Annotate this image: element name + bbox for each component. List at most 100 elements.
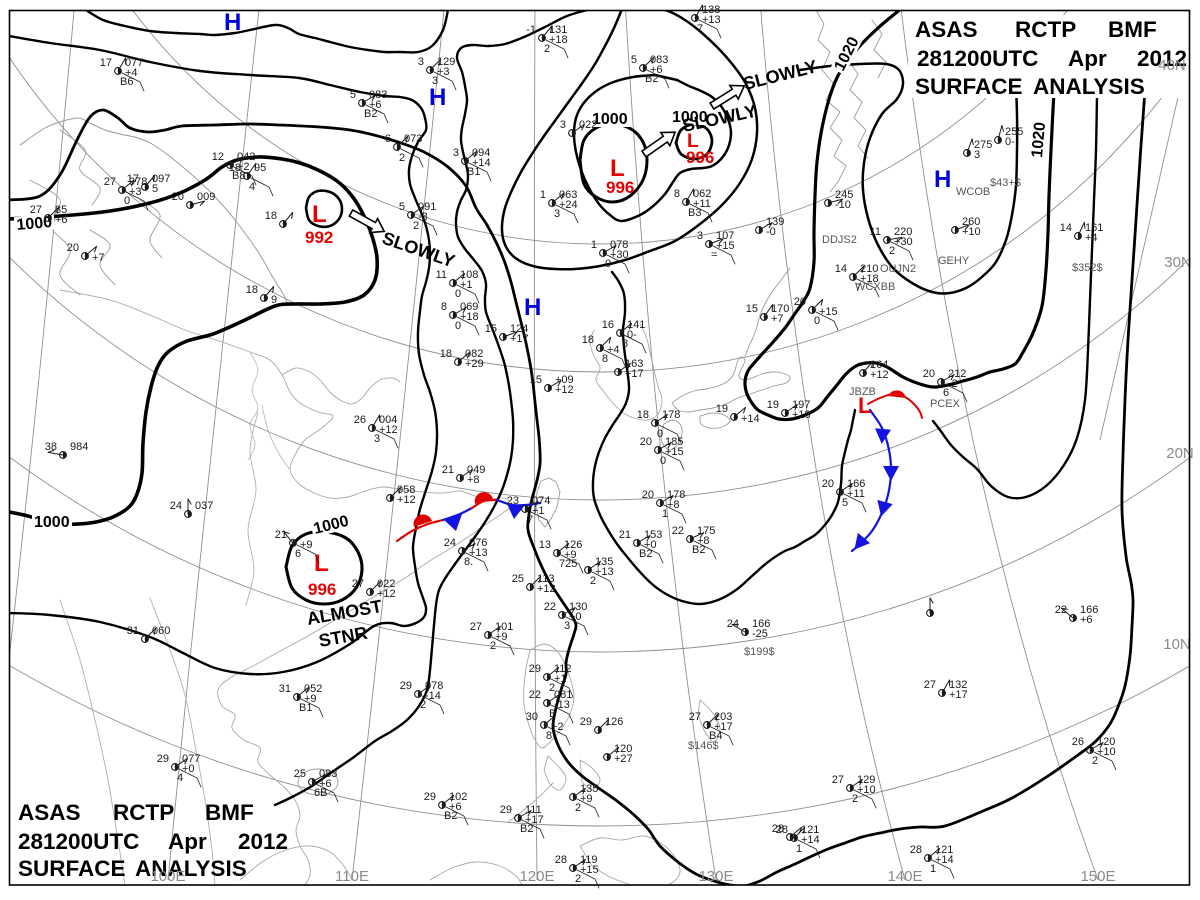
svg-text:14: 14 bbox=[835, 263, 847, 275]
svg-text:B2: B2 bbox=[444, 810, 457, 822]
svg-text:+17: +17 bbox=[625, 368, 644, 380]
svg-text:+30: +30 bbox=[894, 236, 913, 248]
svg-text:85: 85 bbox=[55, 204, 67, 216]
svg-text:ASAS: ASAS bbox=[915, 17, 978, 42]
svg-text:281200UTC: 281200UTC bbox=[18, 829, 139, 854]
svg-text:+13: +13 bbox=[595, 566, 614, 578]
svg-text:129: 129 bbox=[437, 56, 455, 68]
svg-text:ASAS: ASAS bbox=[18, 800, 81, 825]
svg-text:28: 28 bbox=[910, 844, 922, 856]
svg-text:17: 17 bbox=[100, 57, 112, 69]
svg-text:24: 24 bbox=[170, 500, 182, 512]
svg-text:+18: +18 bbox=[549, 34, 568, 46]
svg-text:081: 081 bbox=[554, 689, 572, 701]
svg-text:RCTP: RCTP bbox=[1015, 17, 1076, 42]
svg-text:212: 212 bbox=[948, 368, 966, 380]
svg-text:20: 20 bbox=[923, 368, 935, 380]
svg-text:20: 20 bbox=[822, 478, 834, 490]
svg-text:+15: +15 bbox=[580, 864, 599, 876]
svg-text:069: 069 bbox=[460, 301, 478, 313]
svg-text:25: 25 bbox=[294, 768, 306, 780]
svg-text:$352$: $352$ bbox=[1072, 262, 1103, 274]
svg-text:$43+$: $43+$ bbox=[990, 177, 1021, 189]
svg-text:38: 38 bbox=[45, 441, 57, 453]
svg-text:B1: B1 bbox=[299, 702, 312, 714]
svg-text:10N: 10N bbox=[1163, 636, 1191, 653]
svg-text:+17: +17 bbox=[525, 814, 544, 826]
svg-text:-3: -3 bbox=[418, 211, 428, 223]
svg-text:27: 27 bbox=[924, 679, 936, 691]
svg-text:21: 21 bbox=[275, 529, 287, 541]
svg-text:2: 2 bbox=[420, 699, 426, 711]
svg-text:141: 141 bbox=[627, 319, 645, 331]
svg-text:+6: +6 bbox=[319, 778, 332, 790]
svg-text:30N: 30N bbox=[1164, 254, 1192, 271]
svg-text:+9: +9 bbox=[495, 631, 508, 643]
svg-text:+2: +2 bbox=[237, 161, 250, 173]
svg-text:245: 245 bbox=[835, 189, 853, 201]
svg-text:21: 21 bbox=[442, 464, 454, 476]
svg-text:2: 2 bbox=[1092, 755, 1098, 767]
svg-text:RCTP: RCTP bbox=[113, 800, 174, 825]
svg-text:3: 3 bbox=[697, 230, 703, 242]
svg-text:7: 7 bbox=[855, 282, 861, 294]
svg-text:140E: 140E bbox=[887, 868, 922, 885]
svg-text:B6: B6 bbox=[120, 76, 133, 88]
svg-text:+29: +29 bbox=[465, 358, 484, 370]
svg-text:6B: 6B bbox=[314, 787, 327, 799]
svg-text:037: 037 bbox=[195, 500, 213, 512]
svg-text:1000: 1000 bbox=[672, 109, 708, 126]
svg-text:1: 1 bbox=[540, 189, 546, 201]
svg-text:2012: 2012 bbox=[1137, 46, 1187, 71]
svg-text:996: 996 bbox=[606, 178, 634, 197]
svg-text:B: B bbox=[549, 708, 556, 720]
svg-text:725: 725 bbox=[559, 558, 577, 570]
svg-text:083: 083 bbox=[650, 54, 668, 66]
svg-text:18: 18 bbox=[637, 409, 649, 421]
svg-text:121: 121 bbox=[801, 824, 819, 836]
svg-text:24: 24 bbox=[444, 537, 456, 549]
svg-text:L: L bbox=[610, 155, 625, 182]
svg-text:L: L bbox=[312, 201, 327, 228]
svg-text:23: 23 bbox=[507, 495, 519, 507]
svg-text:27: 27 bbox=[104, 176, 116, 188]
svg-text:166: 166 bbox=[752, 618, 770, 630]
svg-text:2: 2 bbox=[413, 220, 419, 232]
svg-text:26: 26 bbox=[354, 414, 366, 426]
svg-text:8: 8 bbox=[602, 353, 608, 365]
svg-text:2: 2 bbox=[575, 873, 581, 885]
svg-text:3: 3 bbox=[554, 208, 560, 220]
svg-text:GEHY: GEHY bbox=[938, 255, 970, 267]
svg-text:120: 120 bbox=[614, 743, 632, 755]
svg-text:009: 009 bbox=[197, 191, 215, 203]
svg-text:-13: -13 bbox=[554, 699, 570, 711]
svg-text:+1: +1 bbox=[554, 673, 567, 685]
svg-text:0-: 0- bbox=[1005, 136, 1015, 148]
svg-text:-2: -2 bbox=[948, 378, 958, 390]
svg-text:31: 31 bbox=[127, 625, 139, 637]
svg-text:3: 3 bbox=[560, 119, 566, 131]
svg-text:+1: +1 bbox=[460, 279, 473, 291]
svg-text:19: 19 bbox=[767, 399, 779, 411]
svg-text:+14: +14 bbox=[935, 854, 954, 866]
svg-text:Apr: Apr bbox=[168, 829, 207, 854]
svg-text:+6: +6 bbox=[55, 214, 68, 226]
svg-text:+4: +4 bbox=[125, 67, 138, 79]
svg-text:2: 2 bbox=[889, 245, 895, 257]
svg-text:2: 2 bbox=[852, 793, 858, 805]
svg-text:+15: +15 bbox=[716, 240, 735, 252]
svg-text:+9: +9 bbox=[300, 539, 313, 551]
svg-text:+11: +11 bbox=[847, 488, 865, 500]
svg-text:996: 996 bbox=[308, 580, 336, 599]
svg-text:+6: +6 bbox=[650, 64, 663, 76]
svg-text:0: 0 bbox=[124, 195, 130, 207]
svg-text:178: 178 bbox=[667, 489, 685, 501]
svg-text:29: 29 bbox=[500, 804, 512, 816]
svg-text:-14: -14 bbox=[425, 690, 441, 702]
svg-text:078: 078 bbox=[610, 239, 628, 251]
svg-text:29: 29 bbox=[400, 680, 412, 692]
svg-text:+12: +12 bbox=[379, 424, 398, 436]
svg-text:2: 2 bbox=[544, 43, 550, 55]
svg-text:052: 052 bbox=[304, 683, 322, 695]
svg-text:$146$: $146$ bbox=[688, 740, 719, 752]
